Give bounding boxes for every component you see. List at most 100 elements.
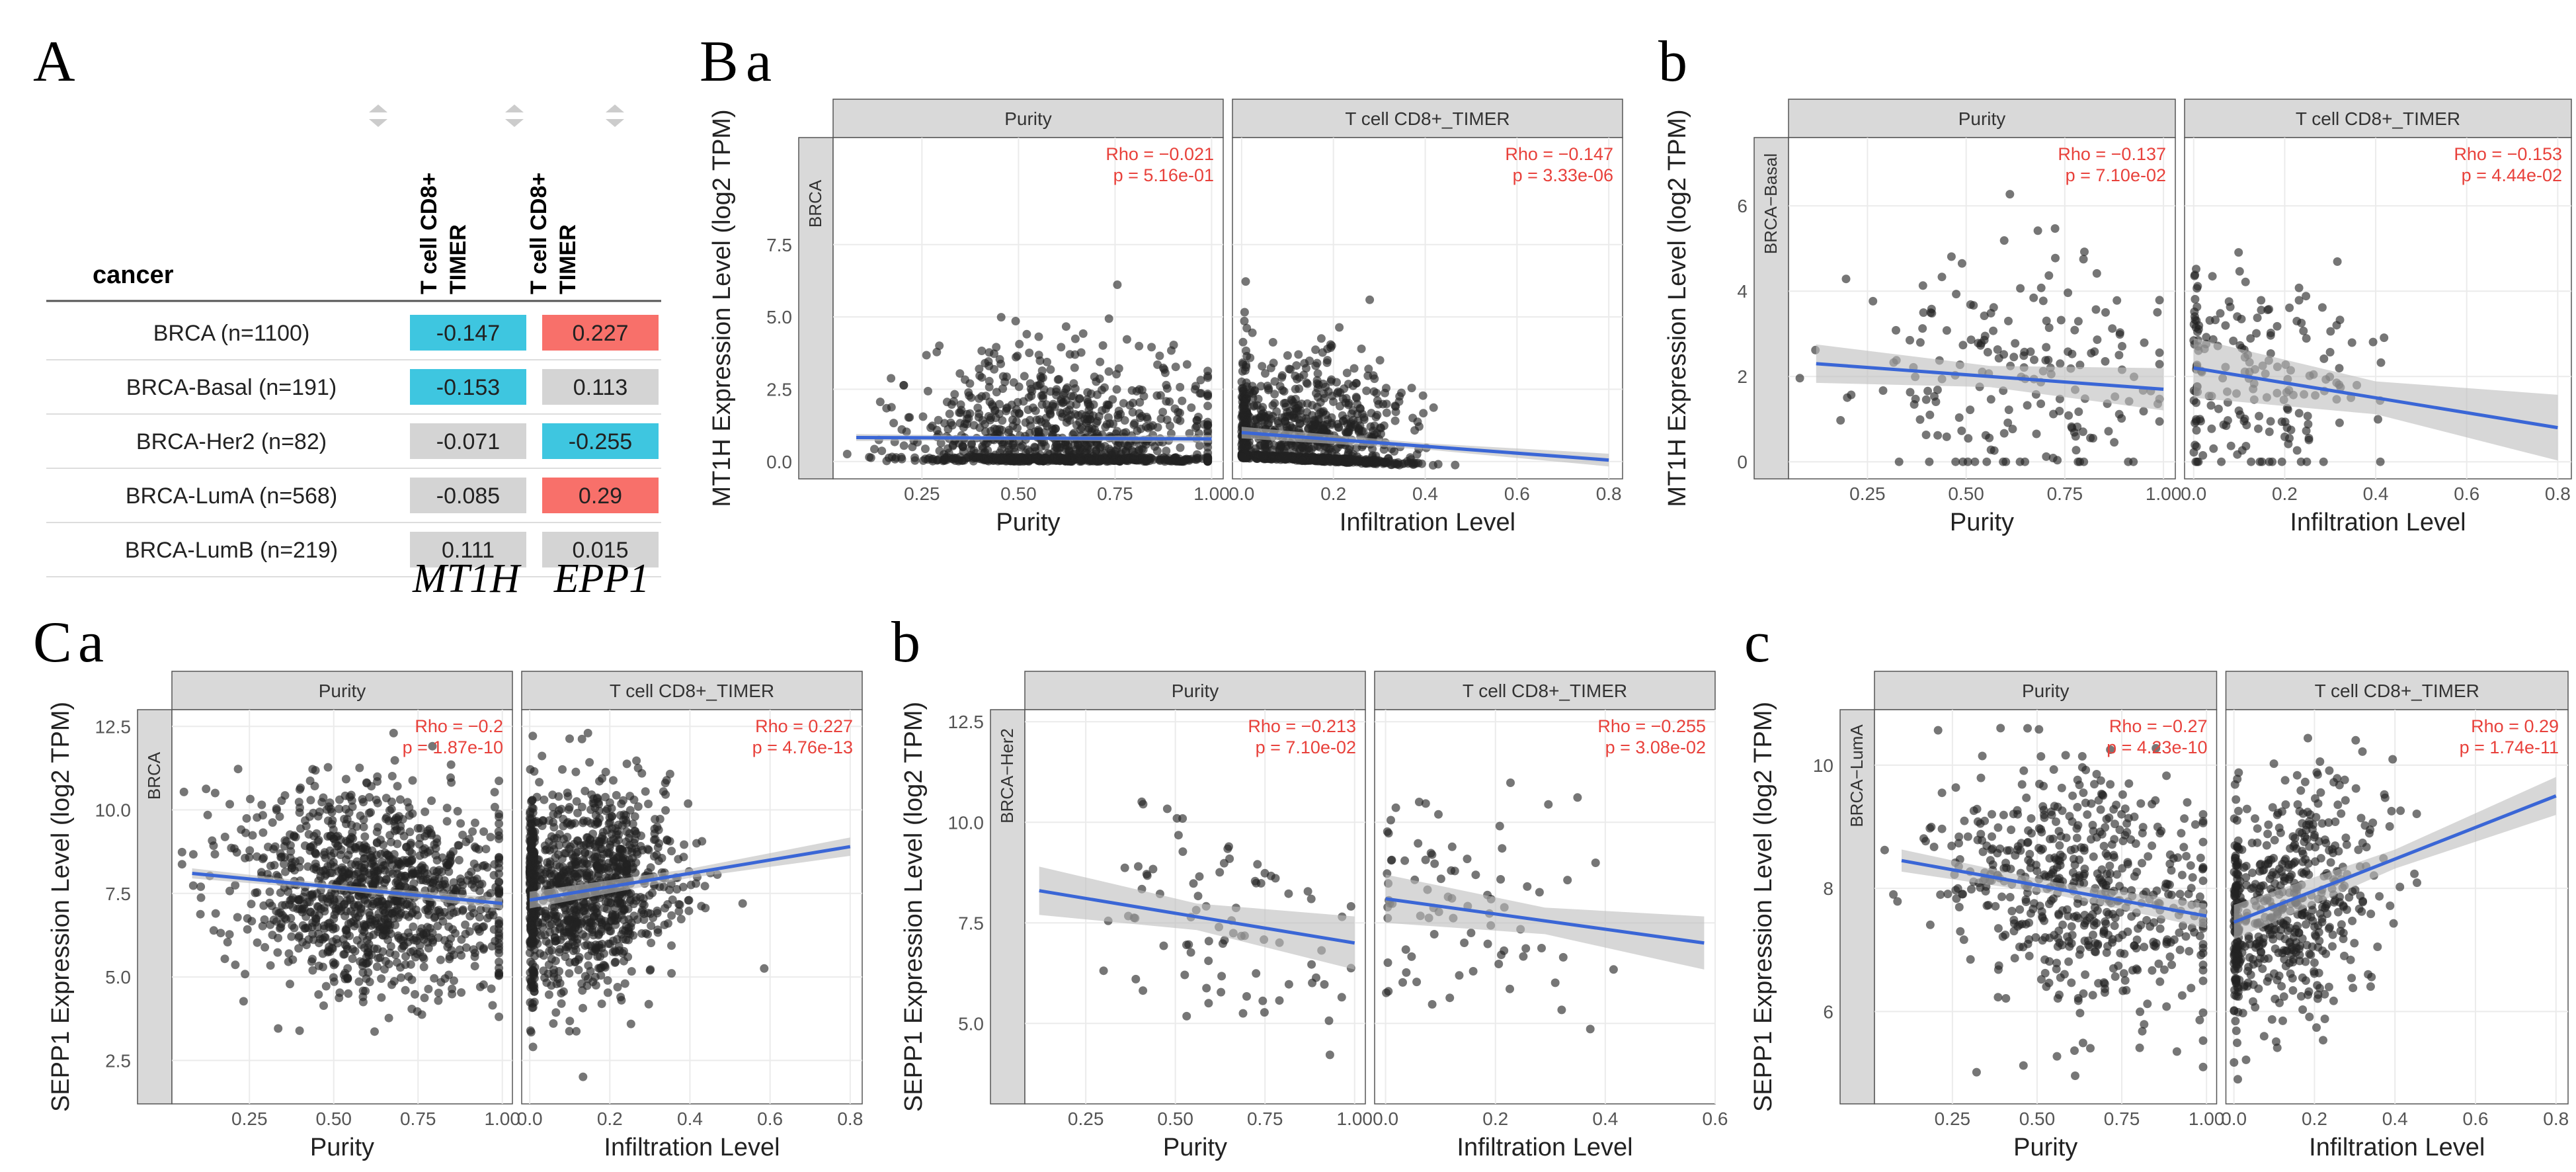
scatter-point — [1242, 323, 1252, 333]
scatter-point — [1102, 400, 1111, 409]
scatter-point — [261, 942, 270, 952]
scatter-point — [1391, 402, 1400, 411]
scatter-point — [2326, 327, 2335, 336]
facet-title: Purity — [1958, 108, 2006, 129]
scatter-point — [559, 814, 568, 823]
x-tick-label: 0.8 — [837, 1109, 863, 1129]
scatter-point — [1189, 879, 1198, 888]
scatter-point — [397, 944, 407, 953]
scatter-point — [415, 941, 424, 950]
scatter-point — [326, 895, 335, 904]
cell-value: 0.113 — [573, 375, 628, 400]
scatter-point — [908, 442, 917, 452]
scatter-point — [263, 870, 272, 879]
x-tick-label: 0.0 — [2181, 483, 2206, 504]
facet-strip — [2184, 99, 2572, 138]
sort-icon[interactable] — [369, 105, 387, 127]
scatter-point — [325, 918, 335, 927]
scatter-point — [577, 979, 586, 988]
scatter-point — [1369, 371, 1378, 380]
scatter-point — [288, 921, 297, 930]
scatter-point — [321, 933, 330, 942]
scatter-point — [495, 812, 504, 821]
scatter-point — [1999, 236, 2009, 245]
scatter-point — [1020, 372, 1029, 381]
scatter-point — [341, 804, 350, 814]
scatter-point — [237, 825, 246, 834]
scatter-point — [1203, 401, 1213, 411]
sort-icon[interactable] — [505, 105, 524, 127]
scatter-point — [1284, 889, 1293, 898]
scatter-point — [1061, 440, 1070, 450]
scatter-point — [2038, 296, 2048, 306]
scatter-point — [1966, 405, 1975, 415]
scatter-point — [1025, 349, 1034, 357]
scatter-point — [1104, 367, 1113, 376]
scatter-point — [354, 977, 364, 986]
scatter-point — [564, 805, 573, 814]
scatter-point — [1272, 407, 1281, 416]
scatter-point — [2325, 348, 2335, 356]
scatter-point — [386, 942, 395, 951]
scatter-point — [355, 763, 364, 773]
scatter-point — [996, 313, 1006, 322]
scatter-point — [606, 840, 615, 849]
scatter-point — [698, 837, 707, 846]
scatter-point — [1217, 972, 1227, 981]
scatter-point — [561, 849, 571, 858]
scatter-point — [296, 856, 305, 865]
scatter-point — [341, 774, 350, 784]
scatter-point — [495, 878, 504, 887]
scatter-point — [372, 962, 382, 972]
chart-panel-Cb: SEPP1 Expression Level (log2 TPM) BRCA−He… — [900, 671, 1728, 1161]
scatter-point — [2042, 343, 2051, 352]
value-cell — [542, 315, 659, 351]
scatter-point — [411, 869, 421, 878]
scatter-point — [684, 906, 694, 915]
scatter-point — [456, 819, 465, 828]
scatter-point — [196, 882, 206, 892]
scatter-point — [415, 833, 424, 843]
panel-letter-B: B — [700, 30, 739, 94]
scatter-point — [579, 818, 588, 827]
scatter-point — [598, 831, 607, 841]
regression-line — [192, 872, 503, 905]
scatter-point — [998, 372, 1008, 381]
chart-panel-Ba: MT1H Expression Level (log2 TPM) BRCA0.02… — [708, 99, 1623, 536]
scatter-point — [584, 951, 593, 960]
scatter-point — [274, 909, 284, 918]
scatter-point — [2091, 305, 2101, 314]
scatter-point — [975, 371, 985, 380]
scatter-point — [622, 866, 631, 875]
scatter-point — [188, 881, 198, 890]
scatter-point — [1135, 409, 1144, 418]
scatter-point — [606, 927, 616, 936]
scatter-point — [331, 904, 341, 913]
scatter-point — [335, 804, 344, 814]
scatter-point — [573, 837, 583, 846]
scatter-point — [1053, 454, 1063, 463]
scatter-point — [1130, 455, 1139, 464]
scatter-point — [342, 925, 351, 934]
scatter-point — [396, 826, 405, 835]
sort-icon[interactable] — [606, 105, 624, 127]
scatter-point — [1192, 421, 1201, 431]
scatter-point — [544, 990, 553, 999]
scatter-point — [548, 790, 557, 800]
scatter-point — [495, 819, 504, 828]
scatter-point — [1096, 357, 1105, 366]
x-tick-label: 0.6 — [2454, 483, 2479, 504]
scatter-point — [547, 954, 556, 964]
scatter-point — [544, 837, 553, 847]
scatter-point — [2280, 432, 2289, 441]
scatter-point — [329, 825, 338, 834]
scatter-point — [594, 943, 603, 952]
y-tick-label: 5.0 — [766, 307, 792, 327]
scatter-point — [626, 1019, 635, 1028]
scatter-point — [354, 891, 363, 900]
scatter-point — [579, 1003, 587, 1013]
scatter-point — [364, 908, 374, 917]
scatter-point — [470, 952, 479, 961]
scatter-point — [2302, 334, 2311, 343]
chart-panel-Ca: SEPP1 Expression Level (log2 TPM) BRCA2.5… — [47, 671, 863, 1161]
